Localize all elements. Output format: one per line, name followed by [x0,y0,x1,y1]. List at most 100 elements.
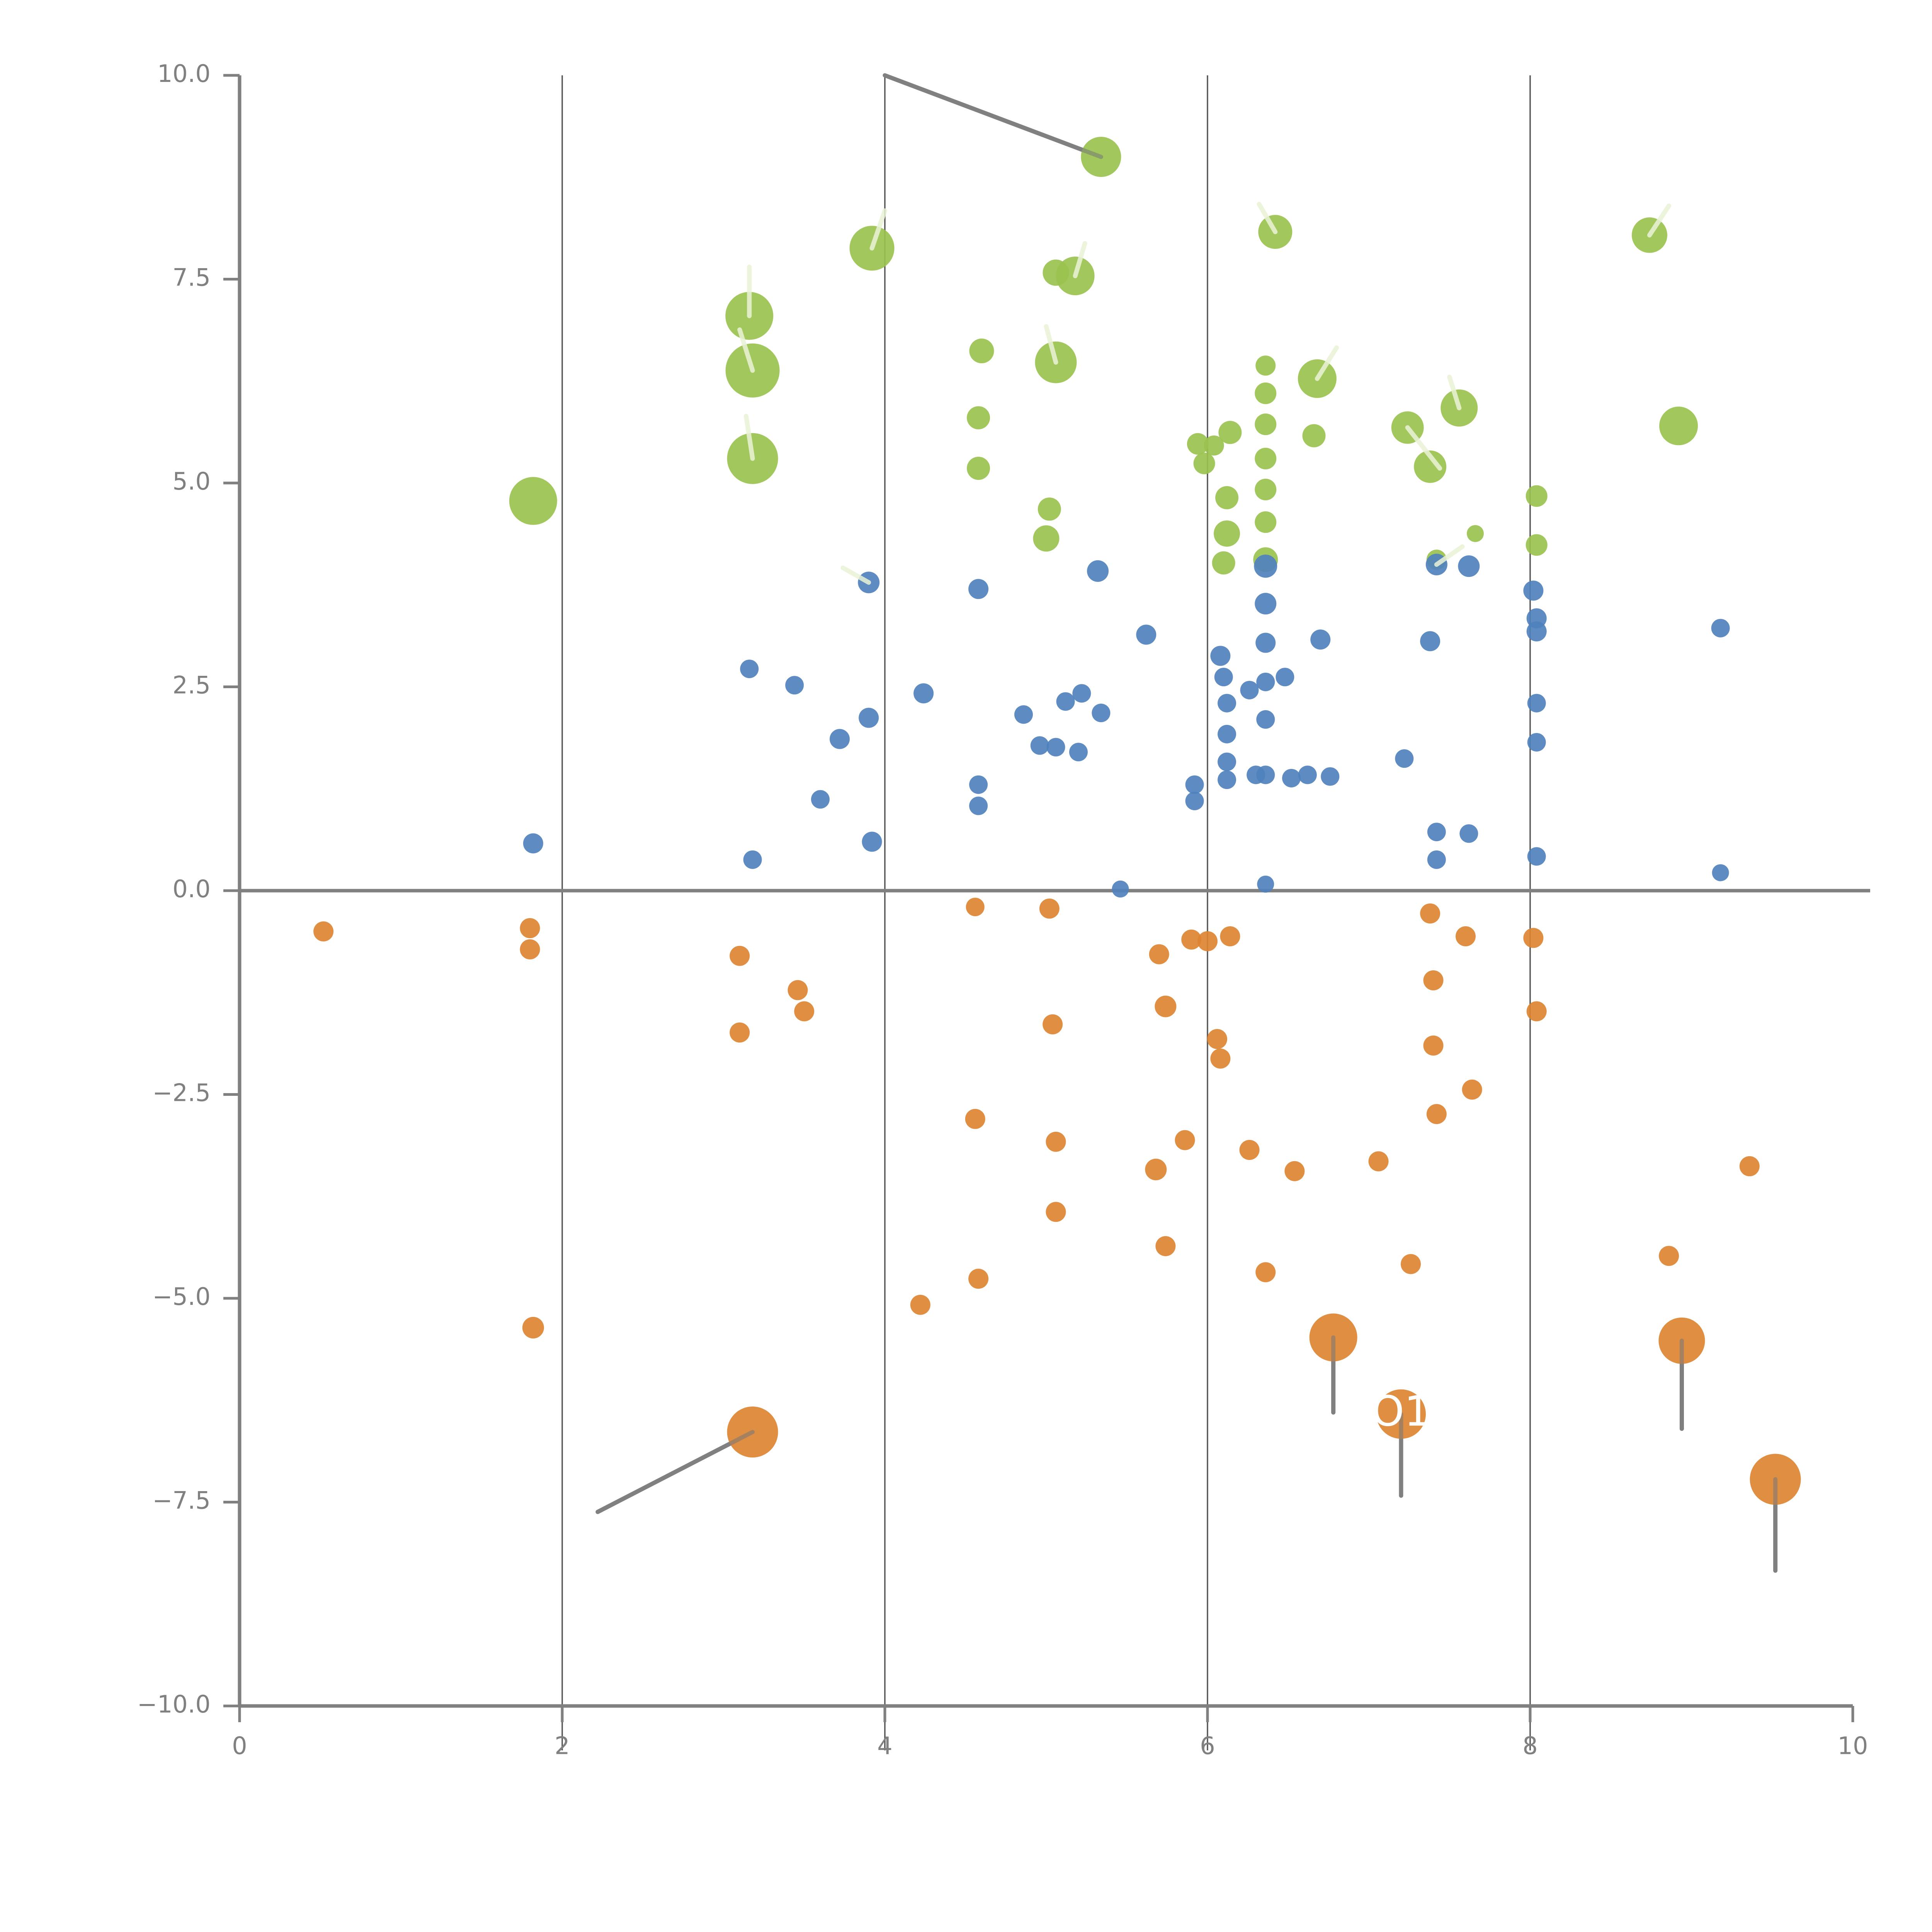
data-point-blue-30[interactable] [1218,770,1236,789]
data-point-blue-28[interactable] [1218,724,1236,743]
data-point-blue-57[interactable] [1527,847,1546,866]
data-point-green-26[interactable] [1255,511,1277,533]
data-point-blue-25[interactable] [1210,646,1231,666]
data-point-orange-7[interactable] [787,980,808,1000]
data-point-orange-1[interactable] [520,918,540,939]
data-point-orange-33[interactable] [1401,1254,1421,1274]
data-point-orange-15[interactable] [1046,1131,1066,1152]
data-point-orange-27[interactable] [1239,1139,1260,1160]
data-point-blue-15[interactable] [1046,738,1065,757]
data-point-blue-40[interactable] [1276,668,1294,687]
data-point-green-9[interactable] [1033,525,1060,552]
data-point-blue-3[interactable] [785,676,804,695]
data-point-green-5[interactable] [969,338,994,364]
data-point-blue-42[interactable] [1298,765,1317,784]
data-point-blue-34[interactable] [1255,593,1277,615]
data-point-orange-10[interactable] [966,898,985,917]
data-point-green-24[interactable] [1255,447,1277,469]
data-point-green-19[interactable] [1214,520,1240,547]
data-point-blue-43[interactable] [1310,629,1331,650]
data-point-blue-58[interactable] [1711,619,1730,638]
data-point-green-21[interactable] [1255,355,1276,376]
data-point-blue-9[interactable] [913,683,934,704]
data-point-blue-20[interactable] [1092,704,1111,723]
data-point-blue-27[interactable] [1218,694,1236,713]
data-point-orange-39[interactable] [1462,1079,1482,1100]
data-point-blue-22[interactable] [1136,624,1156,645]
data-point-orange-2[interactable] [520,939,540,959]
data-point-blue-54[interactable] [1526,621,1547,642]
data-point-blue-17[interactable] [1069,743,1088,762]
data-point-blue-29[interactable] [1218,752,1236,771]
data-point-green-37[interactable] [1526,534,1548,556]
data-point-orange-19[interactable] [1155,995,1177,1017]
data-point-orange-24[interactable] [1207,1029,1228,1049]
data-point-blue-19[interactable] [1087,560,1109,582]
data-point-blue-26[interactable] [1214,668,1233,687]
data-point-blue-44[interactable] [1321,767,1340,786]
data-point-green-25[interactable] [1255,478,1277,500]
data-point-orange-31[interactable] [1368,1151,1389,1172]
data-point-orange-18[interactable] [1149,944,1169,964]
data-point-blue-41[interactable] [1282,769,1301,787]
data-point-green-30[interactable] [1302,424,1326,447]
data-point-orange-11[interactable] [965,1109,985,1129]
data-point-green-22[interactable] [1255,382,1277,404]
data-point-blue-4[interactable] [811,790,830,809]
data-point-green-36[interactable] [1526,485,1548,507]
data-point-orange-8[interactable] [794,1001,815,1022]
data-point-blue-23[interactable] [1185,775,1204,794]
data-point-blue-39[interactable] [1257,876,1274,893]
data-point-blue-36[interactable] [1256,672,1275,691]
data-point-blue-52[interactable] [1523,580,1544,601]
data-point-orange-4[interactable] [730,946,750,966]
data-point-blue-8[interactable] [862,832,882,852]
data-point-green-15[interactable] [1193,452,1215,474]
data-point-orange-35[interactable] [1423,970,1444,991]
data-point-green-35[interactable] [1467,525,1484,542]
data-point-green-8[interactable] [1037,497,1061,521]
data-point-orange-17[interactable] [1145,1158,1167,1180]
data-point-orange-21[interactable] [1175,1130,1195,1150]
data-point-blue-35[interactable] [1255,633,1276,653]
data-point-orange-25[interactable] [1210,1048,1231,1069]
data-point-orange-20[interactable] [1155,1236,1176,1256]
data-point-orange-23[interactable] [1197,931,1218,951]
data-point-blue-45[interactable] [1395,749,1414,768]
data-point-green-39[interactable] [1659,406,1698,446]
data-point-orange-28[interactable] [1255,1262,1276,1282]
data-point-orange-40[interactable] [1523,928,1544,948]
data-point-orange-34[interactable] [1420,903,1440,924]
data-point-orange-12[interactable] [968,1269,989,1289]
data-points[interactable] [313,73,1801,1573]
data-point-orange-16[interactable] [1046,1202,1066,1222]
data-point-green-6[interactable] [967,406,990,430]
data-point-orange-44[interactable] [1739,1156,1760,1177]
data-point-green-16[interactable] [1204,435,1224,456]
data-point-green-7[interactable] [967,457,990,480]
data-point-blue-24[interactable] [1185,791,1204,810]
data-point-orange-0[interactable] [313,921,334,942]
data-point-orange-3[interactable] [522,1316,544,1338]
data-point-green-23[interactable] [1255,413,1277,435]
data-point-blue-0[interactable] [523,833,543,854]
data-point-blue-56[interactable] [1527,733,1546,752]
data-point-orange-22[interactable] [1181,929,1202,950]
data-point-orange-26[interactable] [1220,926,1240,947]
data-point-blue-21[interactable] [1112,880,1129,898]
data-point-orange-36[interactable] [1423,1035,1444,1056]
data-point-orange-9[interactable] [910,1294,930,1315]
data-point-blue-55[interactable] [1527,694,1546,713]
data-point-blue-48[interactable] [1427,823,1446,842]
data-point-blue-46[interactable] [1420,631,1440,651]
data-point-blue-59[interactable] [1712,864,1729,881]
data-point-orange-29[interactable] [1284,1161,1305,1181]
data-point-orange-42[interactable] [1659,1246,1679,1266]
data-point-blue-49[interactable] [1427,850,1446,869]
data-point-blue-38[interactable] [1256,765,1275,784]
data-point-orange-37[interactable] [1426,1104,1447,1124]
data-point-blue-31[interactable] [1240,680,1259,699]
data-point-blue-12[interactable] [969,796,988,815]
data-point-blue-51[interactable] [1459,824,1478,843]
